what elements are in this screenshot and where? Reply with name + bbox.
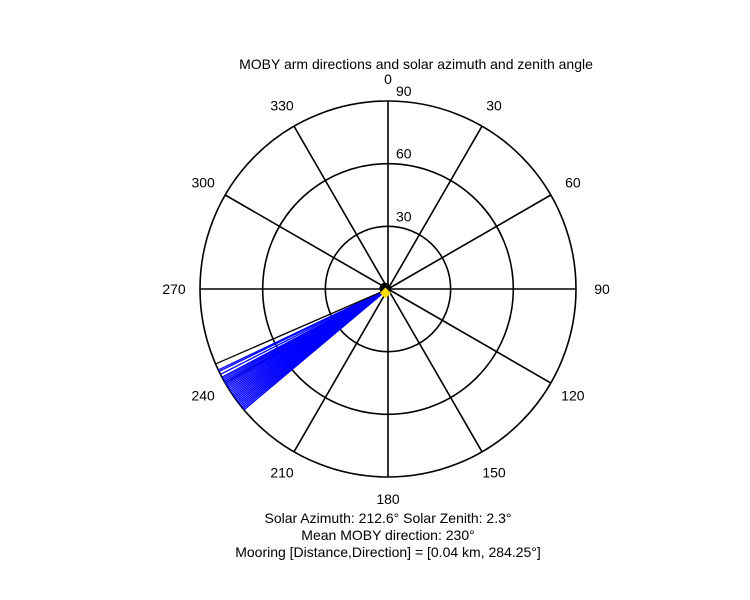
angle-tick-label: 0 xyxy=(384,71,392,87)
spoke-300 xyxy=(224,194,389,290)
angle-tick-label: 210 xyxy=(270,465,294,481)
angle-tick-label: 330 xyxy=(270,97,294,113)
chart-title: MOBY arm directions and solar azimuth an… xyxy=(239,56,593,72)
angle-tick-label: 270 xyxy=(162,281,186,297)
range-ring-90 xyxy=(199,100,577,478)
spoke-330 xyxy=(293,125,389,290)
angle-tick-label: 300 xyxy=(191,174,215,190)
plot-series xyxy=(215,282,391,411)
spoke-150 xyxy=(387,288,483,453)
radial-tick-label: 90 xyxy=(396,83,412,99)
angle-tick-label: 90 xyxy=(594,281,610,297)
mean-direction-caption: Mean MOBY direction: 230° xyxy=(301,527,474,543)
spoke-210 xyxy=(293,288,389,453)
spoke-120 xyxy=(387,288,552,384)
sun-point xyxy=(379,287,391,299)
angle-tick-label: 150 xyxy=(482,465,506,481)
spoke-30 xyxy=(387,125,483,290)
direction-line xyxy=(215,288,389,365)
radial-tick-label: 30 xyxy=(396,208,412,224)
angle-tick-label: 120 xyxy=(561,388,585,404)
polar-grid xyxy=(199,100,577,478)
direction-line xyxy=(218,288,389,371)
angle-tick-label: 30 xyxy=(486,97,502,113)
angle-tick-label: 60 xyxy=(565,174,581,190)
range-ring-30 xyxy=(324,225,452,353)
tick-labels: 0 30 60 90 120 150 180 210 240 270 300 330 30 60 90 xyxy=(162,71,610,507)
mooring-caption: Mooring [Distance,Direction] = [0.04 km,… xyxy=(235,544,541,560)
spoke-60 xyxy=(387,194,552,290)
range-ring-60 xyxy=(261,162,515,416)
angle-tick-label: 240 xyxy=(191,388,215,404)
angle-tick-label: 180 xyxy=(376,491,400,507)
solar-angles-caption: Solar Azimuth: 212.6° Solar Zenith: 2.3° xyxy=(265,510,512,526)
radial-tick-label: 60 xyxy=(396,146,412,162)
